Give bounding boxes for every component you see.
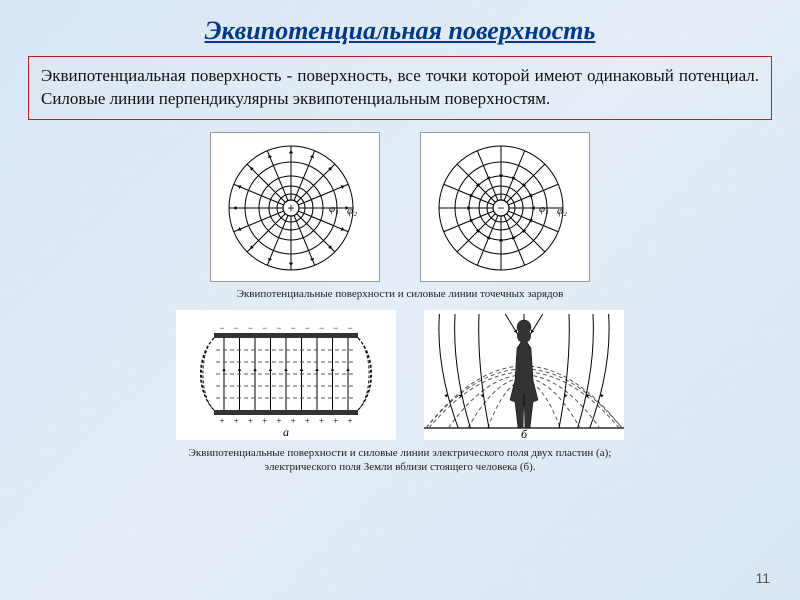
page-title: Эквипотенциальная поверхность <box>28 16 772 46</box>
phi2-label: φ₂ <box>347 205 357 217</box>
definition-box: Эквипотенциальная поверхность - поверхно… <box>28 56 772 120</box>
svg-text:−: − <box>291 323 296 333</box>
svg-text:−: − <box>319 323 324 333</box>
figure-positive-charge: + φ₁ φ₂ <box>210 132 380 282</box>
svg-text:+: + <box>276 416 281 426</box>
svg-text:+: + <box>319 416 324 426</box>
svg-text:−: − <box>333 323 338 333</box>
phi1-label: φ₁ <box>329 203 339 215</box>
svg-text:а: а <box>283 425 289 439</box>
svg-text:+: + <box>333 416 338 426</box>
svg-text:−: − <box>219 323 224 333</box>
svg-text:−: − <box>262 323 267 333</box>
figure-human: б <box>424 310 624 440</box>
caption-bottom-line2: электрического поля Земли вблизи стоящег… <box>264 461 535 473</box>
caption-bottom-line1: Эквипотенциальные поверхности и силовые … <box>189 447 612 459</box>
figure-negative-charge: − φ₁ φ₂ <box>420 132 590 282</box>
svg-text:+: + <box>347 416 352 426</box>
caption-bottom: Эквипотенциальные поверхности и силовые … <box>28 446 772 475</box>
svg-text:б: б <box>521 427 528 440</box>
figure-row-radial: + φ₁ φ₂ − φ₁ φ₂ <box>28 132 772 282</box>
svg-text:−: − <box>234 323 239 333</box>
svg-text:+: + <box>287 201 294 215</box>
page-number: 11 <box>755 570 770 586</box>
svg-text:+: + <box>219 416 224 426</box>
svg-text:−: − <box>305 323 310 333</box>
figure-row-bottom: −+−+−+−+−+−+−+−+−+−+а б <box>28 310 772 440</box>
figure-plates: −+−+−+−+−+−+−+−+−+−+а <box>176 310 396 440</box>
phi2-label: φ₂ <box>557 205 567 217</box>
caption-radial: Эквипотенциальные поверхности и силовые … <box>28 288 772 300</box>
svg-text:−: − <box>248 323 253 333</box>
svg-text:+: + <box>248 416 253 426</box>
svg-text:−: − <box>276 323 281 333</box>
phi1-label: φ₁ <box>539 203 549 215</box>
svg-text:+: + <box>305 416 310 426</box>
svg-text:−: − <box>347 323 352 333</box>
svg-text:+: + <box>291 416 296 426</box>
svg-text:+: + <box>234 416 239 426</box>
svg-text:−: − <box>497 201 504 215</box>
svg-text:+: + <box>262 416 267 426</box>
